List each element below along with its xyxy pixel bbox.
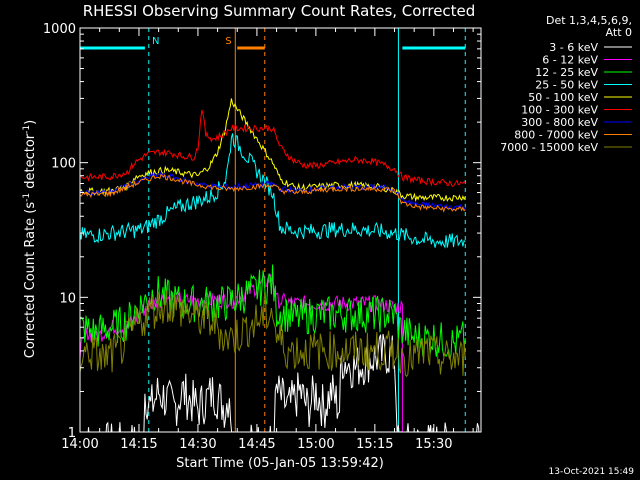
legend-label-1: 6 - 12 keV — [542, 54, 598, 67]
y-axis-label: Corrected Count Rate (s-1 detector-1) — [22, 120, 38, 358]
legend-label-5: 100 - 300 keV — [521, 104, 598, 117]
marker-label-s: S — [225, 36, 231, 47]
series-line-2 — [80, 264, 466, 360]
chart-title: RHESSI Observing Summary Count Rates, Co… — [83, 2, 476, 20]
legend-label-4: 50 - 100 keV — [528, 91, 598, 104]
y-tick-label-0: 1 — [68, 426, 76, 441]
x-tick-label-0: 14:00 — [61, 437, 98, 452]
legend-label-3: 25 - 50 keV — [535, 79, 598, 92]
series-line-5 — [80, 109, 466, 188]
legend-label-0: 3 - 6 keV — [549, 41, 598, 54]
y-axis-label-part: -1 — [22, 193, 32, 202]
legend-header-1: Att 0 — [606, 26, 632, 39]
series-line-0 — [87, 333, 480, 432]
y-tick-label-3: 1000 — [43, 22, 76, 37]
legend-label-2: 12 - 25 keV — [535, 66, 598, 79]
y-axis-label-part: detector — [23, 133, 38, 193]
y-axis-label-part: Corrected Count Rate (s — [23, 202, 38, 359]
legend-header-0: Det 1,3,4,5,6,9, — [546, 14, 632, 27]
series-line-7 — [80, 173, 466, 213]
legend-label-7: 800 - 7000 keV — [514, 129, 598, 142]
series-line-6 — [80, 171, 466, 211]
axes: N S 1 10 100 1000 14:00 14:15 14:30 14:45 15:00 15:… — [43, 22, 482, 452]
x-tick-label-3: 14:45 — [238, 437, 275, 452]
y-axis-label-part: -1 — [22, 125, 32, 134]
footer-date: 13-Oct-2021 15:49 — [549, 467, 635, 477]
legend-label-8: 7000 - 15000 keV — [500, 141, 598, 154]
x-tick-label-5: 15:15 — [356, 437, 393, 452]
y-tick-label-2: 100 — [51, 157, 76, 172]
legend-label-6: 300 - 800 keV — [521, 116, 598, 129]
plot-frame — [79, 27, 482, 433]
x-tick-label-6: 15:30 — [415, 437, 452, 452]
marker-label-n: N — [152, 36, 159, 47]
series-line-8 — [80, 290, 466, 378]
x-tick-label-2: 14:30 — [179, 437, 216, 452]
y-axis-label-part: ) — [23, 120, 38, 125]
x-axis-label: Start Time (05-Jan-05 13:59:42) — [176, 456, 384, 471]
x-tick-label-4: 15:00 — [297, 437, 334, 452]
series-line-3 — [80, 133, 466, 249]
plot-area — [80, 28, 480, 432]
series-line-4 — [80, 98, 466, 203]
x-tick-label-1: 14:15 — [120, 437, 157, 452]
y-tick-label-1: 10 — [59, 291, 76, 306]
